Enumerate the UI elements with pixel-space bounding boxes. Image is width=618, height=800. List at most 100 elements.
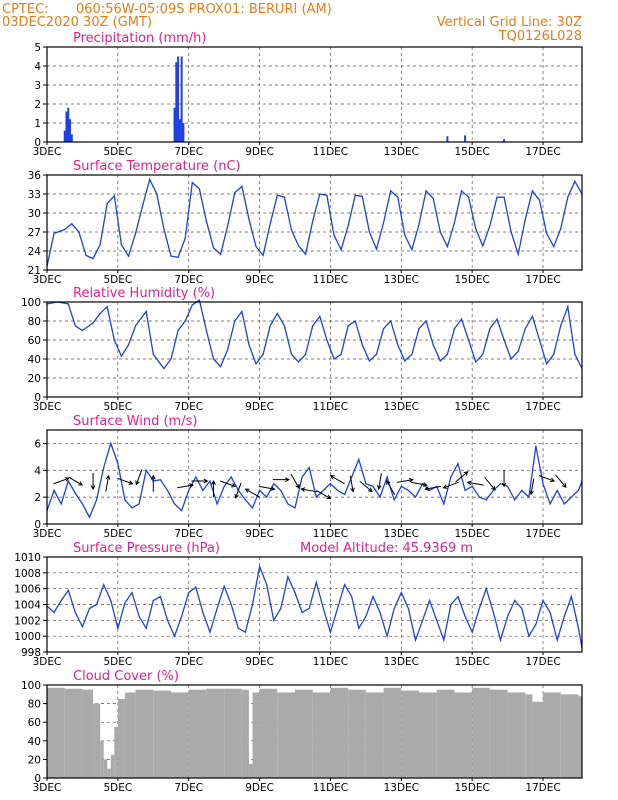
- data-point: [319, 315, 321, 317]
- data-point: [234, 320, 236, 322]
- data-point: [106, 202, 108, 205]
- wind-arrow-shaft: [68, 476, 83, 486]
- y-tick-label: 0: [34, 137, 41, 149]
- data-point: [482, 353, 484, 355]
- cloud-bar: [543, 692, 561, 778]
- data-point: [499, 639, 502, 641]
- panel-2: 21 24 27 30 33 36 3DEC 5DEC 7DEC 9DEC 11DEC 13DEC 15…: [28, 159, 583, 286]
- y-tick-label: 998: [21, 647, 41, 659]
- wind-arrow-head: [295, 483, 300, 489]
- header: CPTEC: 060:56W-05:09S PROX01: BERURI (AM…: [2, 2, 582, 44]
- data-point: [64, 228, 66, 231]
- data-point: [103, 584, 105, 586]
- y-tick-label: 1: [34, 118, 41, 130]
- data-point: [294, 592, 296, 594]
- panel-subtitle: Model Altitude: 45.9369 m: [300, 541, 473, 556]
- data-point: [414, 496, 417, 498]
- precip-bar: [63, 130, 66, 142]
- wind-arrow-shaft: [290, 473, 300, 489]
- x-tick-label: 9DEC: [245, 401, 274, 413]
- y-tick-label: 40: [28, 354, 41, 366]
- data-point: [553, 353, 555, 355]
- data-point: [166, 619, 169, 621]
- wind-arrow-head: [422, 482, 428, 487]
- data-point: [365, 483, 367, 485]
- wind-arrow-head: [203, 478, 209, 484]
- x-tick-label: 17DEC: [525, 528, 560, 540]
- data-point: [262, 254, 264, 257]
- x-tick-label: 15DEC: [454, 528, 489, 540]
- data-point: [297, 361, 300, 363]
- panel-title: Surface Wind (m/s): [73, 414, 197, 429]
- data-point: [351, 476, 353, 478]
- wind-arrow-shaft: [555, 474, 567, 488]
- data-point: [124, 602, 126, 604]
- data-point: [340, 353, 342, 355]
- data-point: [496, 196, 498, 198]
- x-tick-label: 3DEC: [33, 528, 62, 540]
- wind-arrow-shaft: [484, 477, 496, 491]
- data-point: [181, 615, 183, 617]
- data-point: [81, 626, 84, 628]
- data-point: [195, 476, 197, 478]
- data-point: [53, 611, 55, 614]
- wind-arrow: [53, 477, 70, 485]
- data-point: [251, 603, 254, 606]
- precip-bar: [182, 123, 185, 142]
- cloud-bar: [110, 754, 115, 778]
- wind-arrow-head: [529, 490, 534, 496]
- data-point: [276, 312, 278, 314]
- data-point: [251, 507, 254, 509]
- data-point: [305, 253, 307, 255]
- data-point: [255, 363, 257, 365]
- x-tick-label: 7DEC: [174, 782, 203, 794]
- x-tick-label: 7DEC: [174, 274, 203, 286]
- wind-arrow: [177, 483, 195, 489]
- panel-frame: [46, 301, 583, 398]
- data-point: [524, 218, 526, 220]
- data-point: [553, 245, 555, 248]
- x-tick-label: 9DEC: [245, 274, 274, 286]
- cloud-bar: [153, 690, 172, 778]
- cloud-bar: [532, 701, 544, 778]
- data-point: [287, 503, 289, 505]
- y-tick-label: 1002: [14, 615, 41, 627]
- data-point: [205, 329, 208, 332]
- data-point: [184, 320, 186, 322]
- data-point: [198, 299, 200, 301]
- data-point: [53, 232, 55, 234]
- y-tick-label: 1008: [14, 568, 41, 580]
- data-point: [237, 627, 239, 629]
- y-tick-label: 60: [28, 717, 41, 729]
- data-point: [545, 363, 548, 365]
- y-tick-label: 27: [28, 227, 41, 239]
- precip-bar: [180, 56, 183, 142]
- cloud-bar: [206, 688, 225, 778]
- wind-arrow-head: [466, 480, 472, 486]
- data-point: [113, 195, 115, 197]
- data-point: [255, 245, 257, 248]
- data-point: [506, 615, 509, 617]
- data-point: [531, 315, 533, 317]
- wind-arrow: [538, 475, 556, 483]
- wind-arrow-shaft: [258, 485, 275, 490]
- data-point: [538, 199, 541, 201]
- wind-arrow: [234, 482, 242, 499]
- x-tick-label: 13DEC: [384, 401, 419, 413]
- data-point: [506, 485, 509, 487]
- data-point: [386, 476, 388, 478]
- data-point: [524, 328, 526, 330]
- data-point: [560, 228, 562, 230]
- wind-arrow-shaft: [386, 480, 396, 495]
- wind-arrow: [135, 469, 143, 486]
- data-point: [163, 367, 165, 370]
- wind-arrow: [272, 477, 290, 483]
- data-point: [142, 204, 144, 206]
- data-point: [499, 483, 502, 485]
- data-point: [492, 489, 495, 492]
- data-point: [390, 320, 392, 322]
- wind-arrow: [90, 473, 96, 491]
- wind-arrow-head: [350, 487, 355, 493]
- data-point: [489, 328, 491, 330]
- wind-arrow-head: [189, 483, 195, 488]
